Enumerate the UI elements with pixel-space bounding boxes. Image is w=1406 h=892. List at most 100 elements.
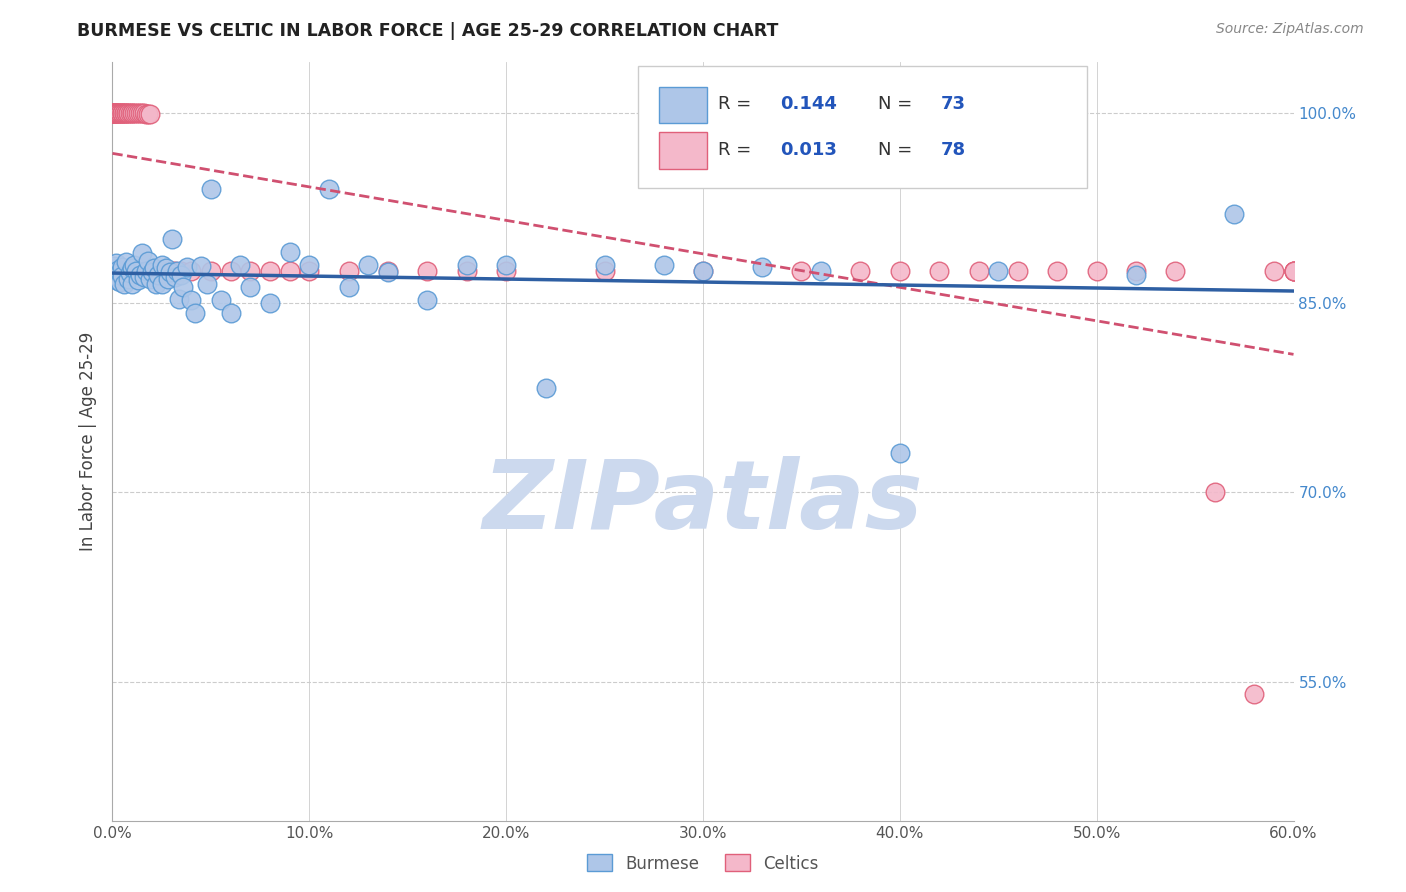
Text: 0.013: 0.013 — [780, 141, 837, 159]
Point — [200, 264, 222, 278]
Point — [135, 107, 157, 121]
Point — [125, 106, 148, 120]
Point — [141, 265, 163, 279]
Point — [105, 106, 128, 120]
Point — [166, 264, 188, 278]
Point — [377, 265, 399, 279]
Point — [416, 293, 439, 307]
Point — [165, 264, 187, 278]
Point — [200, 182, 222, 196]
Point — [377, 264, 399, 278]
Point — [170, 264, 193, 278]
Point — [967, 264, 990, 278]
Point — [115, 106, 138, 120]
Point — [219, 305, 242, 319]
Point — [1125, 264, 1147, 278]
Point — [810, 264, 832, 278]
Point — [456, 264, 478, 278]
Point — [1243, 687, 1265, 701]
Point — [112, 106, 135, 120]
Point — [172, 280, 194, 294]
Point — [298, 258, 321, 272]
Point — [180, 293, 202, 307]
Point — [416, 264, 439, 278]
Point — [105, 273, 128, 287]
Point — [184, 305, 207, 319]
Text: 73: 73 — [941, 95, 966, 113]
Point — [101, 106, 124, 120]
Point — [107, 106, 129, 120]
Point — [101, 264, 124, 278]
Y-axis label: In Labor Force | Age 25-29: In Labor Force | Age 25-29 — [79, 332, 97, 551]
Point — [259, 295, 281, 310]
Text: BURMESE VS CELTIC IN LABOR FORCE | AGE 25-29 CORRELATION CHART: BURMESE VS CELTIC IN LABOR FORCE | AGE 2… — [77, 22, 779, 40]
Point — [117, 106, 139, 120]
Point — [652, 258, 675, 272]
Point — [121, 277, 143, 291]
Point — [145, 264, 167, 278]
Point — [111, 260, 134, 275]
Point — [849, 264, 872, 278]
Point — [125, 264, 148, 278]
Point — [987, 264, 1010, 278]
Point — [107, 106, 129, 120]
FancyBboxPatch shape — [638, 66, 1087, 187]
Point — [111, 268, 134, 283]
Point — [117, 271, 139, 285]
Point — [751, 260, 773, 275]
Point — [142, 261, 165, 276]
Point — [139, 107, 162, 121]
Point — [132, 270, 155, 285]
Point — [146, 268, 169, 282]
Point — [110, 106, 132, 120]
Point — [298, 264, 321, 278]
Point — [1282, 264, 1305, 278]
Point — [127, 273, 149, 287]
Point — [120, 106, 142, 120]
Point — [127, 106, 149, 120]
Point — [229, 258, 252, 272]
Text: R =: R = — [718, 141, 758, 159]
Text: 78: 78 — [941, 141, 966, 159]
Point — [111, 106, 134, 120]
Point — [928, 264, 950, 278]
Point — [105, 256, 128, 270]
Point — [337, 280, 360, 294]
Point — [135, 264, 157, 278]
Point — [150, 258, 173, 272]
Text: ZIPatlas: ZIPatlas — [482, 456, 924, 549]
Point — [790, 264, 813, 278]
FancyBboxPatch shape — [659, 87, 707, 123]
Point — [101, 264, 124, 278]
Point — [195, 277, 218, 291]
Text: 0.144: 0.144 — [780, 95, 837, 113]
Text: R =: R = — [718, 95, 758, 113]
Point — [103, 106, 125, 120]
FancyBboxPatch shape — [659, 132, 707, 169]
Point — [889, 446, 911, 460]
Point — [110, 275, 132, 289]
Point — [101, 106, 124, 120]
Point — [239, 280, 262, 294]
Point — [165, 270, 187, 285]
Point — [1046, 264, 1069, 278]
Point — [107, 270, 129, 285]
Point — [103, 106, 125, 120]
Point — [141, 264, 163, 278]
Point — [150, 264, 173, 278]
Point — [142, 264, 165, 278]
Point — [593, 258, 616, 272]
Point — [103, 106, 125, 120]
Point — [131, 106, 153, 120]
Point — [103, 106, 125, 120]
Point — [190, 259, 212, 273]
Point — [219, 264, 242, 278]
Point — [156, 264, 179, 278]
Point — [1204, 485, 1226, 500]
Point — [107, 262, 129, 277]
Point — [889, 264, 911, 278]
Point — [132, 106, 155, 120]
Point — [593, 264, 616, 278]
Point — [278, 244, 301, 259]
Legend: Burmese, Celtics: Burmese, Celtics — [581, 847, 825, 880]
